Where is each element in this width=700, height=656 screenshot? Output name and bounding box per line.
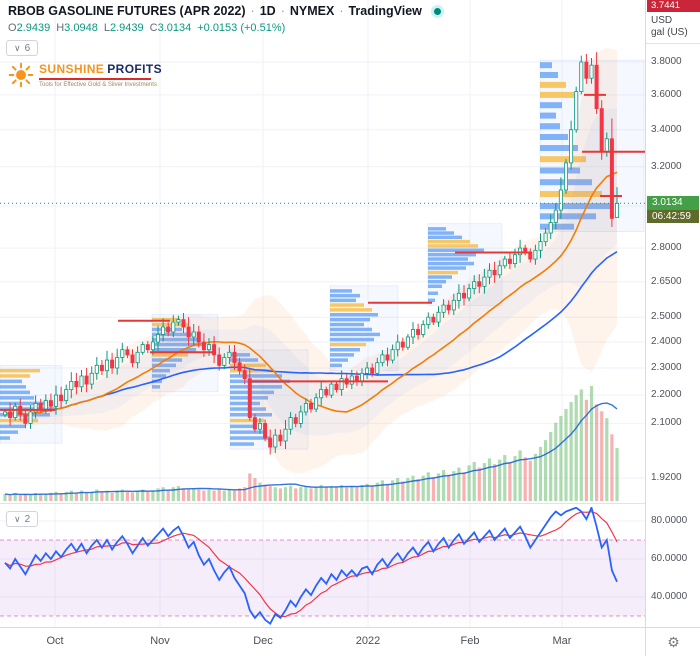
sunshine-profits-logo: SUNSHINE PROFITS Tools for Effective Gold… (8, 62, 162, 88)
price-tick-label: 2.5000 (651, 311, 682, 323)
price-tick-label: 1.9200 (651, 472, 682, 484)
settings-gear-icon[interactable]: ⚙ (667, 634, 680, 650)
time-tick-label: 2022 (355, 635, 381, 647)
main-chart-canvas[interactable] (0, 0, 645, 627)
symbol-name[interactable]: RBOB GASOLINE FUTURES (APR 2022) (8, 4, 246, 18)
price-tick-label: 3.2000 (651, 160, 682, 172)
time-tick-label: Dec (253, 635, 273, 647)
currency-label: USD (651, 15, 673, 26)
title-separator: · (280, 4, 285, 18)
time-tick-label: Oct (46, 635, 64, 647)
ohlc-values: O2.9439 H3.0948 L2.9439 C3.0134 +0.0153 … (8, 22, 444, 34)
exchange-label: NYMEX (289, 4, 335, 18)
price-tick-label: 3.4000 (651, 123, 682, 135)
axis-corner: ⚙ (645, 627, 700, 656)
price-tick-label: 2.2000 (651, 389, 682, 401)
price-tick-label: 3.8000 (651, 56, 682, 67)
logo-underline (39, 78, 151, 80)
sun-icon (8, 62, 34, 88)
rsi-tick-label: 40.0000 (651, 591, 688, 602)
alert-price-label: 3.7441 (647, 0, 700, 12)
rsi-legend-count: 2 (24, 513, 31, 525)
rsi-tick-label: 80.0000 (651, 515, 688, 526)
price-tick-label: 2.1000 (651, 417, 682, 429)
unit-label: gal (US) (651, 27, 688, 38)
time-axis[interactable]: Oct Nov Dec 2022 Feb Mar (0, 627, 700, 656)
change-value: +0.0153 (+0.51%) (197, 22, 286, 34)
time-tick-label: Nov (150, 635, 170, 647)
market-status-dot-icon[interactable] (430, 4, 444, 18)
chevron-down-icon: ∨ (14, 42, 21, 53)
low-value: 2.9439 (109, 22, 144, 34)
price-tick-label: 2.4000 (651, 336, 682, 348)
price-axis[interactable]: 3.7441 USD gal (US) 3.8000 3.6000 3.4000 3.… (645, 0, 700, 627)
high-value: 3.0948 (64, 22, 98, 34)
last-price-value: 3.0134 (647, 196, 699, 211)
logo-word-sunshine: SUNSHINE (39, 62, 105, 76)
chevron-down-icon: ∨ (14, 513, 21, 524)
price-tick-label: 2.8000 (651, 242, 682, 254)
close-label: C (149, 22, 158, 34)
logo-tagline: Tools for Effective Gold & Silver Invest… (39, 82, 157, 88)
price-tick-label: 2.3000 (651, 361, 682, 373)
platform-label[interactable]: TradingView (348, 4, 422, 18)
panel-divider[interactable] (0, 503, 700, 504)
price-tick-label: 2.6500 (651, 275, 682, 287)
interval-label[interactable]: 1D (259, 4, 276, 18)
title-separator: · (250, 4, 255, 18)
open-value: 2.9439 (16, 22, 51, 34)
chart-header: RBOB GASOLINE FUTURES (APR 2022) · 1D · … (8, 4, 444, 34)
legend-collapse-button[interactable]: ∨ 6 (6, 40, 39, 56)
close-value: 3.0134 (157, 22, 192, 34)
open-label: O (8, 22, 17, 34)
time-tick-label: Mar (552, 635, 572, 647)
last-price-badge: 3.0134 06:42:59 (647, 196, 699, 224)
time-tick-label: Feb (460, 635, 480, 647)
currency-unit-label[interactable]: USD gal (US) (646, 13, 700, 44)
price-tick-label: 3.6000 (651, 88, 682, 100)
high-label: H (56, 22, 65, 34)
rsi-legend-collapse-button[interactable]: ∨ 2 (6, 511, 39, 527)
symbol-title: RBOB GASOLINE FUTURES (APR 2022) · 1D · … (8, 4, 444, 18)
title-separator: · (339, 4, 344, 18)
rsi-tick-label: 60.0000 (651, 553, 688, 564)
logo-word-profits: PROFITS (107, 62, 163, 76)
low-label: L (103, 22, 110, 34)
legend-count: 6 (24, 42, 31, 54)
countdown-timer: 06:42:59 (647, 210, 699, 224)
